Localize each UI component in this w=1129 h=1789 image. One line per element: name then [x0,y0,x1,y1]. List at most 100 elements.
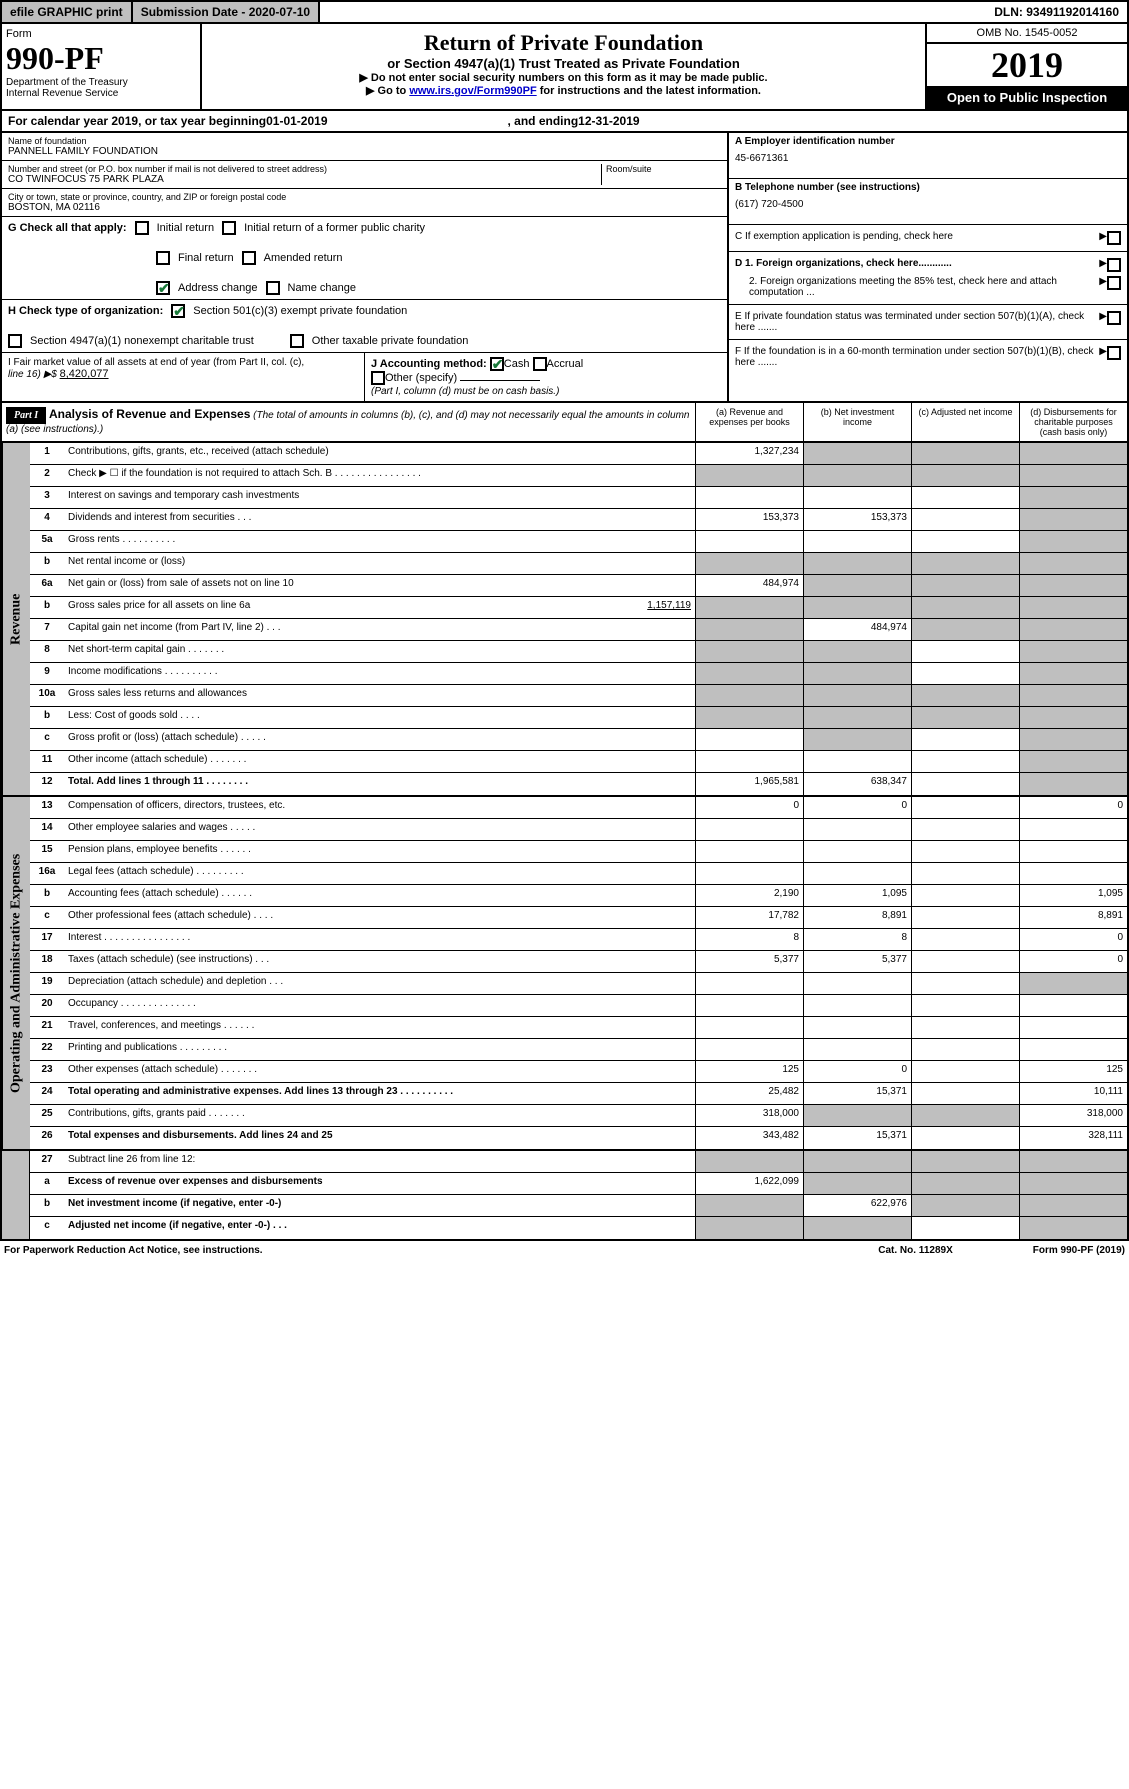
cell-dd [1019,685,1127,706]
cell-dd [1019,487,1127,508]
cell-c [911,995,1019,1016]
cell-b [803,531,911,552]
cell-c [911,575,1019,596]
i-line: line 16) ▶$ [8,369,60,380]
j-other: Other (specify) [385,372,457,384]
row-num: 17 [30,929,64,950]
cell-dd [1019,863,1127,884]
cell-c [911,819,1019,840]
table-row: 24Total operating and administrative exp… [30,1083,1127,1105]
form-subtitle: or Section 4947(a)(1) Trust Treated as P… [208,56,919,71]
irs-link[interactable]: www.irs.gov/Form990PF [409,85,536,97]
row-desc: Net investment income (if negative, ente… [64,1195,695,1216]
check-address[interactable] [156,281,170,295]
row-desc: Depreciation (attach schedule) and deple… [64,973,695,994]
instruction-1: ▶ Do not enter social security numbers o… [208,71,919,84]
inst2-post: for instructions and the latest informat… [537,85,761,97]
check-cash[interactable] [490,357,504,371]
check-initial-former[interactable] [222,221,236,235]
g-name: Name change [288,282,357,294]
cell-a [695,531,803,552]
g-initial: Initial return [157,222,214,234]
h-other: Other taxable private foundation [312,335,469,347]
cell-b: 5,377 [803,951,911,972]
cell-dd [1019,465,1127,486]
cell-dd [1019,1195,1127,1216]
cell-b [803,597,911,618]
cell-c [911,1061,1019,1082]
table-row: 3Interest on savings and temporary cash … [30,487,1127,509]
col-a-header: (a) Revenue and expenses per books [695,403,803,441]
row-num: 9 [30,663,64,684]
check-e[interactable] [1107,311,1121,325]
efile-button[interactable]: efile GRAPHIC print [2,2,133,22]
table-row: 9Income modifications . . . . . . . . . … [30,663,1127,685]
open-public: Open to Public Inspection [927,86,1127,109]
cell-dd [1019,751,1127,772]
check-other-acct[interactable] [371,371,385,385]
check-d2[interactable] [1107,276,1121,290]
row-desc: Interest . . . . . . . . . . . . . . . . [64,929,695,950]
cell-dd [1019,729,1127,750]
d1-label: D 1. Foreign organizations, check here..… [735,258,1099,269]
check-501c3[interactable] [171,304,185,318]
cell-c [911,885,1019,906]
row-desc: Interest on savings and temporary cash i… [64,487,695,508]
row-num: 18 [30,951,64,972]
cell-c [911,1039,1019,1060]
dln: DLN: 93491192014160 [986,2,1127,22]
cell-c [911,619,1019,640]
cell-dd [1019,995,1127,1016]
check-amended[interactable] [242,251,256,265]
h-501: Section 501(c)(3) exempt private foundat… [193,305,407,317]
cell-dd [1019,663,1127,684]
form-title: Return of Private Foundation [208,30,919,56]
table-row: cOther professional fees (attach schedul… [30,907,1127,929]
cell-dd [1019,1039,1127,1060]
row-desc: Adjusted net income (if negative, enter … [64,1217,695,1239]
check-initial[interactable] [135,221,149,235]
row-num: 3 [30,487,64,508]
cell-a: 5,377 [695,951,803,972]
cell-a: 8 [695,929,803,950]
cell-b: 484,974 [803,619,911,640]
ein-value: 45-6671361 [735,147,1121,164]
cell-b [803,973,911,994]
tax-year: 2019 [927,44,1127,86]
check-4947[interactable] [8,334,22,348]
table-row: cAdjusted net income (if negative, enter… [30,1217,1127,1239]
check-name[interactable] [266,281,280,295]
check-f[interactable] [1107,346,1121,360]
row-num: 21 [30,1017,64,1038]
cell-b [803,553,911,574]
cell-a [695,819,803,840]
cell-dd: 10,111 [1019,1083,1127,1104]
footer-form: Form 990-PF (2019) [1033,1245,1125,1256]
cell-b [803,841,911,862]
check-d1[interactable] [1107,258,1121,272]
cell-c [911,443,1019,464]
cell-dd [1019,773,1127,795]
cell-b [803,663,911,684]
cell-c [911,973,1019,994]
check-accrual[interactable] [533,357,547,371]
cell-a [695,863,803,884]
cell-b [803,1151,911,1172]
cell-b [803,863,911,884]
table-row: 23Other expenses (attach schedule) . . .… [30,1061,1127,1083]
cal-begin: 01-01-2019 [266,114,327,128]
cell-a: 0 [695,797,803,818]
cell-b: 1,095 [803,885,911,906]
e-label: E If private foundation status was termi… [735,311,1099,333]
cell-dd [1019,1151,1127,1172]
check-final[interactable] [156,251,170,265]
check-other-tax[interactable] [290,334,304,348]
h-label: H Check type of organization: [8,305,163,317]
row-desc: Taxes (attach schedule) (see instruction… [64,951,695,972]
table-row: 5aGross rents . . . . . . . . . . [30,531,1127,553]
table-row: 21Travel, conferences, and meetings . . … [30,1017,1127,1039]
d2-label: 2. Foreign organizations meeting the 85%… [735,276,1099,298]
row-desc: Subtract line 26 from line 12: [64,1151,695,1172]
check-c[interactable] [1107,231,1121,245]
cell-a: 1,965,581 [695,773,803,795]
